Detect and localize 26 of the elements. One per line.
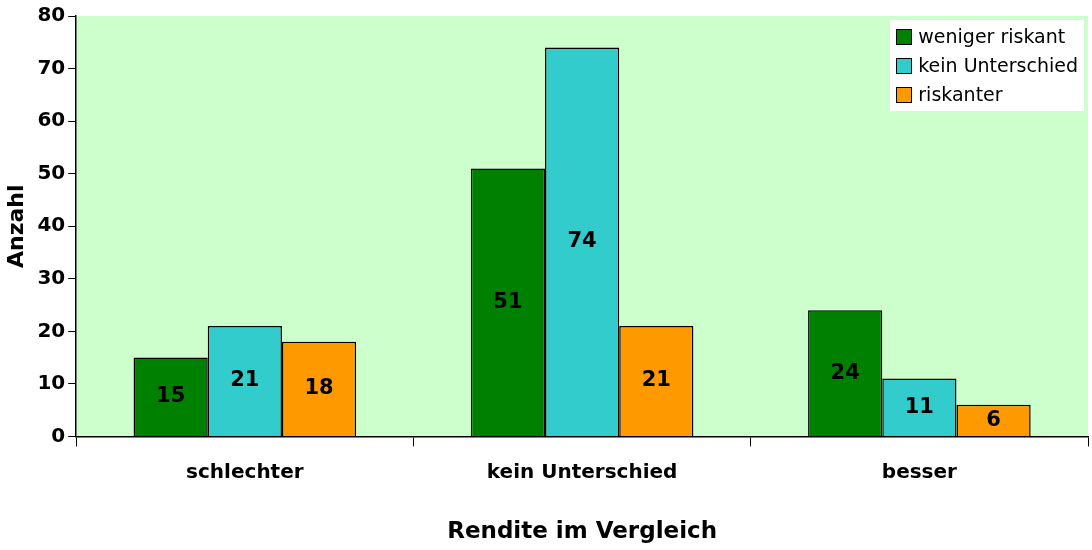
legend-label: riskanter <box>918 82 1003 107</box>
x-tick-label: schlechter <box>186 458 304 483</box>
x-axis-title: Rendite im Vergleich <box>447 517 718 544</box>
data-label: 21 <box>230 367 260 392</box>
y-tick-label: 30 <box>37 264 66 289</box>
data-label: 74 <box>567 228 597 253</box>
legend-label: weniger riskant <box>918 24 1066 49</box>
data-label: 11 <box>904 393 934 418</box>
y-tick-label: 60 <box>37 107 66 132</box>
y-tick-label: 50 <box>37 159 66 184</box>
legend-label: kein Unterschied <box>918 53 1078 78</box>
data-label: 51 <box>493 288 523 313</box>
y-tick-label: 20 <box>37 317 66 342</box>
data-label: 24 <box>830 359 860 384</box>
x-tick-label: kein Unterschied <box>486 458 678 483</box>
y-tick-label: 40 <box>37 212 66 237</box>
data-label: 21 <box>641 367 671 392</box>
y-axis-title: Anzahl <box>2 184 28 268</box>
y-tick-label: 70 <box>37 54 66 79</box>
y-tick-label: 80 <box>37 2 66 27</box>
y-tick-label: 10 <box>37 370 66 395</box>
data-label: 15 <box>156 383 186 408</box>
y-tick-label: 0 <box>51 422 66 447</box>
x-tick-label: besser <box>881 458 958 483</box>
data-label: 18 <box>304 375 334 400</box>
data-label: 6 <box>986 406 1001 431</box>
